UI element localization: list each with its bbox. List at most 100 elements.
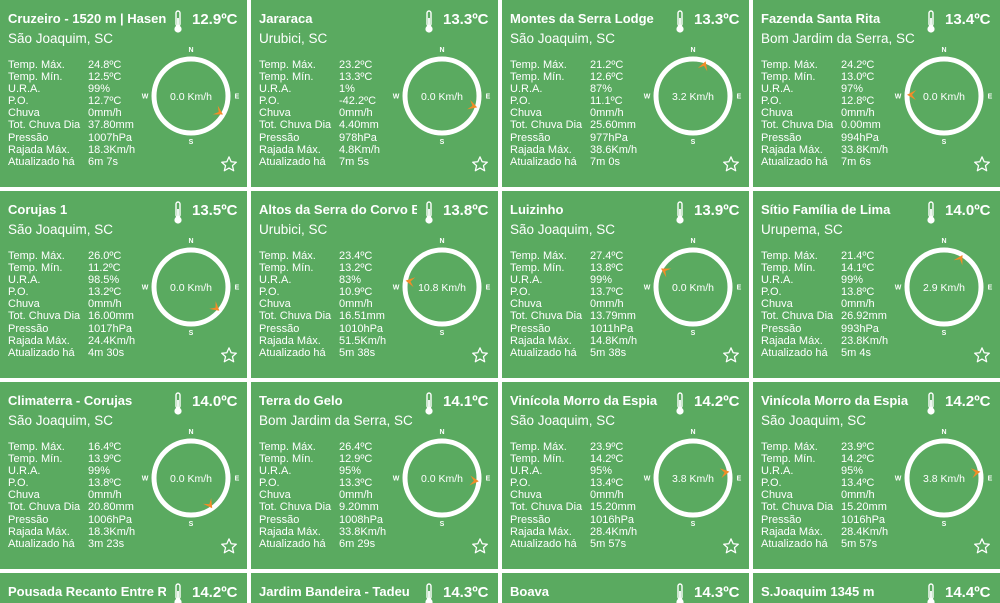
station-name[interactable]: Fazenda Santa Rita (761, 11, 881, 26)
station-card[interactable]: Jardim Bandeira - Tadeu 14.3ºC (251, 573, 498, 603)
reading-label: U.R.A. (761, 274, 794, 287)
station-card[interactable]: Fazenda Santa Rita 13.4ºC Bom Jardim da Se… (753, 0, 1000, 187)
reading-value: 13.3ºC (339, 477, 373, 490)
station-location: São Joaquim, SC (761, 413, 867, 428)
station-card[interactable]: Montes da Serra Lodge 13.3ºC São Joaquim, … (502, 0, 749, 187)
station-card[interactable]: Vinícola Morro da Espia 14.2ºC São Joaquim… (502, 382, 749, 569)
favorite-star-icon[interactable] (220, 537, 238, 555)
station-card[interactable]: Sítio Família de Lima 14.0ºC Urupema, SC Te… (753, 191, 1000, 378)
station-card[interactable]: Terra do Gelo 14.1ºC Bom Jardim da Serra, … (251, 382, 498, 569)
favorite-star-icon[interactable] (220, 346, 238, 364)
reading-value: 16.4ºC (88, 441, 122, 453)
station-name[interactable]: Altos da Serra do Corvo B (259, 202, 417, 217)
favorite-star-icon[interactable] (471, 155, 489, 173)
reading-value: 95% (590, 465, 613, 478)
reading-label: U.R.A. (510, 274, 543, 287)
station-temperature: 14.3ºC (694, 584, 740, 601)
station-name[interactable]: Pousada Recanto Entre Rios (8, 584, 166, 599)
favorite-star-icon[interactable] (471, 346, 489, 364)
favorite-star-icon[interactable] (471, 537, 489, 555)
station-name[interactable]: Montes da Serra Lodge (510, 11, 654, 26)
compass-north-label: N (690, 238, 695, 245)
station-name[interactable]: Climaterra - Corujas (8, 393, 133, 408)
compass-east-label: E (737, 285, 742, 292)
thermometer-icon (172, 392, 184, 416)
reading-label: Rajada Máx. (8, 143, 70, 156)
reading-label: Tot. Chuva Dia (259, 501, 332, 514)
reading-label: P.O. (761, 477, 782, 490)
station-card[interactable]: Corujas 1 13.5ºC São Joaquim, SC Temp. Máx.… (0, 191, 247, 378)
station-name[interactable]: Luizinho (510, 202, 564, 217)
reading-value: 993hPa (841, 322, 879, 335)
station-temperature: 13.3ºC (694, 11, 740, 28)
station-name[interactable]: Terra do Gelo (259, 393, 343, 408)
reading-label: Atualizado há (259, 346, 326, 359)
reading-label: Pressão (761, 131, 802, 144)
reading-label: Pressão (8, 131, 49, 144)
station-temperature: 13.9ºC (694, 202, 740, 219)
station-location: São Joaquim, SC (8, 31, 114, 46)
compass-north-label: N (690, 47, 695, 54)
thermometer-icon (423, 10, 435, 34)
wind-compass: N S E W 0.0 Km/h (142, 47, 240, 146)
favorite-star-icon[interactable] (722, 537, 740, 555)
reading-label: Rajada Máx. (761, 525, 823, 538)
reading-value: 12.8ºC (841, 95, 875, 108)
reading-value: 5m 57s (590, 537, 627, 550)
station-name[interactable]: Cruzeiro - 1520 m | Hasen (8, 11, 166, 26)
wind-compass: N S E W 0.0 Km/h (142, 429, 240, 528)
reading-label: P.O. (8, 286, 29, 299)
wind-compass: N S E W 0.0 Km/h (895, 47, 993, 146)
station-temperature: 13.8ºC (443, 202, 489, 219)
station-card[interactable]: Climaterra - Corujas 14.0ºC São Joaquim, S… (0, 382, 247, 569)
reading-value: 14.8Km/h (590, 334, 638, 347)
reading-value: 95% (339, 465, 362, 478)
reading-label: Chuva (761, 107, 793, 120)
station-name[interactable]: Corujas 1 (8, 202, 68, 217)
station-card[interactable]: Vinícola Morro da Espia 14.2ºC São Joaquim… (753, 382, 1000, 569)
favorite-star-icon[interactable] (973, 537, 991, 555)
reading-value: 0mm/h (339, 489, 373, 502)
reading-value: 13.8ºC (590, 262, 624, 275)
station-card[interactable]: Altos da Serra do Corvo B 13.8ºC Urubici, … (251, 191, 498, 378)
station-name[interactable]: Jararaca (259, 11, 313, 26)
thermometer-icon (423, 583, 435, 603)
favorite-star-icon[interactable] (973, 346, 991, 364)
station-card[interactable]: Pousada Recanto Entre Rios 14.2ºC (0, 573, 247, 603)
station-card[interactable]: Luizinho 13.9ºC São Joaquim, SC Temp. Máx. 2… (502, 191, 749, 378)
wind-speed: 0.0 Km/h (923, 91, 965, 103)
station-name[interactable]: S.Joaquim 1345 m (761, 584, 875, 599)
station-name[interactable]: Sítio Família de Lima (761, 202, 891, 217)
reading-value: 13.2ºC (88, 286, 122, 299)
station-temperature: 14.2ºC (192, 584, 238, 601)
station-card[interactable]: S.Joaquim 1345 m 14.4ºC (753, 573, 1000, 603)
compass-ring (402, 247, 482, 327)
wind-compass: N S E W 0.0 Km/h (142, 238, 240, 337)
reading-value: 26.92mm (841, 310, 887, 323)
station-name[interactable]: Vinícola Morro da Espia (761, 393, 909, 408)
compass-east-label: E (988, 94, 993, 101)
wind-speed: 2.9 Km/h (923, 282, 965, 294)
reading-value: 1006hPa (88, 513, 133, 526)
compass-east-label: E (235, 94, 240, 101)
station-name[interactable]: Boava (510, 584, 550, 599)
station-card[interactable]: Boava 14.3ºC (502, 573, 749, 603)
compass-west-label: W (142, 476, 149, 483)
compass-west-label: W (644, 94, 651, 101)
reading-value: 95% (841, 465, 864, 478)
station-name[interactable]: Vinícola Morro da Espia (510, 393, 658, 408)
favorite-star-icon[interactable] (220, 155, 238, 173)
reading-value: 24.8ºC (88, 59, 122, 71)
station-card[interactable]: Cruzeiro - 1520 m | Hasen 12.9ºC São Joaqu… (0, 0, 247, 187)
reading-value: 16.00mm (88, 310, 134, 323)
favorite-star-icon[interactable] (973, 155, 991, 173)
reading-value: 23.2ºC (339, 59, 373, 71)
station-name[interactable]: Jardim Bandeira - Tadeu (259, 584, 410, 599)
favorite-star-icon[interactable] (722, 155, 740, 173)
favorite-star-icon[interactable] (722, 346, 740, 364)
compass-ring (151, 56, 231, 136)
reading-label: Temp. Máx. (761, 441, 818, 453)
reading-value: 0mm/h (339, 298, 373, 311)
station-card[interactable]: Jararaca 13.3ºC Urubici, SC Temp. Máx. 23.2º… (251, 0, 498, 187)
